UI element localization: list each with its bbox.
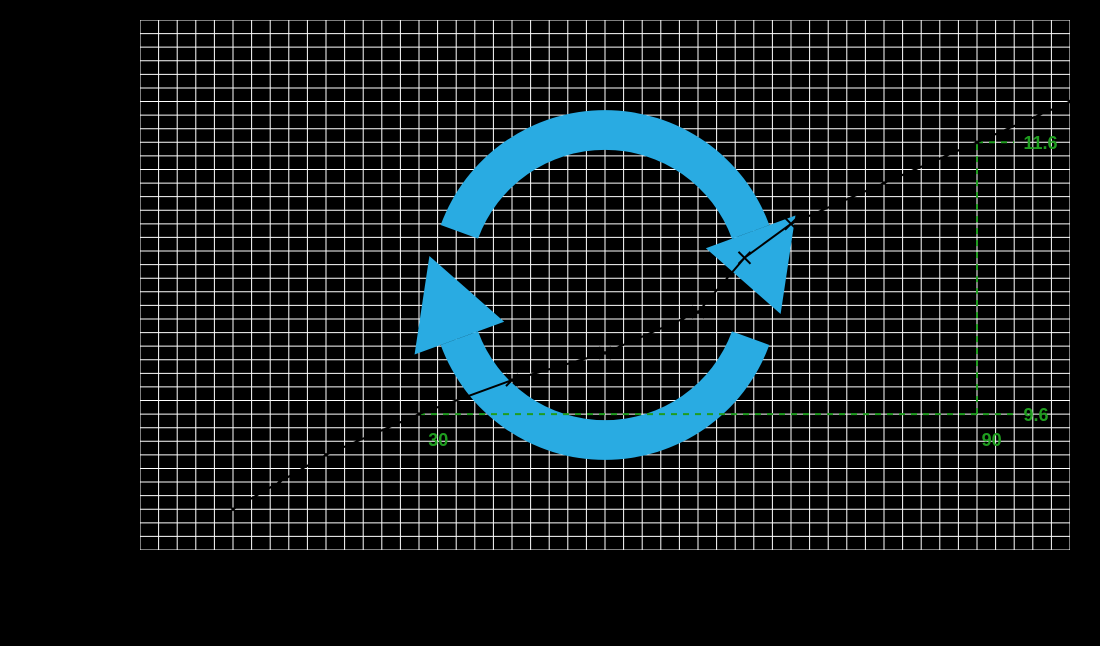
chart-plot-area: 30 90 9.6 11.6: [140, 20, 1070, 550]
grid: [140, 20, 1070, 550]
chart-svg: [140, 20, 1070, 550]
annotation-label: 9.6: [1024, 405, 1049, 426]
annotation-label: 30: [428, 430, 448, 451]
annotation-label: 11.6: [1024, 133, 1058, 154]
annotation-label: 90: [982, 430, 1002, 451]
